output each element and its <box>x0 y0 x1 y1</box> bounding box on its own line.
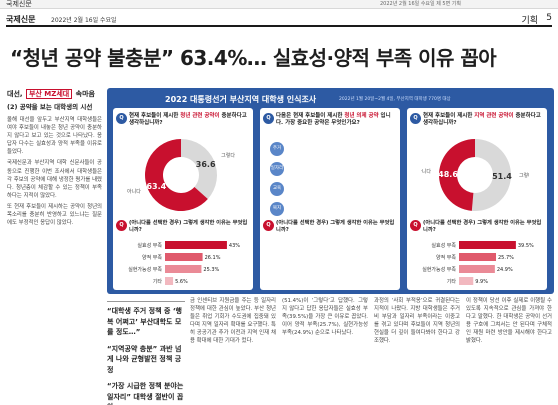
question-highlight: 청년 관련 공약이 <box>180 113 220 119</box>
donut-slice <box>145 139 208 211</box>
masthead: 국제신문 2022년 2월 16일 수요일 기획 5 <box>6 13 552 27</box>
donut-slice <box>181 139 217 199</box>
question2-text: (아니다를 선택한 경우) 그렇게 생각한 이유는 무엇입니까? <box>129 220 248 233</box>
masthead-logo: 국제신문 <box>6 15 36 24</box>
question2-text: (아니다를 선택한 경우) 그렇게 생각한 이유는 무엇입니까? <box>276 220 395 233</box>
panel-youth-agenda: Q 다음은 현재 후보들이 제시한 청년 의제 공약 입니다. 가장 중요한 공… <box>260 108 400 290</box>
bar-category-label: 양적 부족 <box>436 254 456 261</box>
donut-chart-youth: 36.6 그렇다 63.4 아니다 <box>127 139 235 211</box>
brand-label: 국제신문 <box>6 0 32 8</box>
headline: “청년 공약 불충분” 63.4%… 실효성·양적 부족 이유 꼽아 <box>10 46 497 70</box>
bar-value-label: 9.9% <box>475 279 488 285</box>
question-badge: Q <box>116 220 127 231</box>
question-post: 충분하다고 생각하십니까? <box>423 113 541 126</box>
question-highlight: 지역 관련 공약이 <box>474 113 514 119</box>
sub-tag: (2) 공약을 보는 대학생의 시선 <box>7 103 93 111</box>
donut-value-label: 48.6 <box>438 170 458 179</box>
question-highlight: 청년 의제 공약 <box>344 113 379 119</box>
question-badge: Q <box>410 220 421 231</box>
paragraph: 올해 대선을 앞두고 부산지역 대학생들은 여야 후보들이 내놓은 청년 공약이… <box>7 117 102 156</box>
donut-value-label: 36.6 <box>196 160 216 169</box>
question-badge: Q <box>410 113 421 124</box>
bar <box>459 277 474 285</box>
bar-value-label: 25.7% <box>498 255 514 261</box>
question-badge: Q <box>263 220 274 231</box>
question-text: 다음은 현재 후보들이 제시한 청년 의제 공약 입니다. 가장 중요한 공약은… <box>276 113 396 127</box>
donut-category-label: 그렇다 <box>519 172 529 179</box>
agenda-chip: 주거 <box>270 142 284 156</box>
bar-value-label: 39.5% <box>518 243 534 249</box>
bar-category-label: 실효성 부족 <box>137 242 162 249</box>
article-column: 이 정책이 당선 이후 실제로 이행될 수 있도록 지속적으로 관심을 가져야 … <box>466 298 552 345</box>
bar-value-label: 5.6% <box>175 279 188 285</box>
bar-category-label: 기타 <box>153 278 163 285</box>
bar-category-label: 실효성 부족 <box>431 242 456 249</box>
infographic-title: 2022 대통령선거 부산지역 대학생 인식조사 <box>165 95 317 104</box>
bar <box>459 253 497 261</box>
question-post: 입니다. 가장 중요한 공약은 무엇인가요? <box>276 113 391 126</box>
article-body: 올해 대선을 앞두고 부산지역 대학생들은 여야 후보들이 내놓은 청년 공약이… <box>7 116 102 227</box>
article-column: (51.4%)이 ‘그렇다’고 답했다. 그렇지 않다고 답한 응답자들은 실효… <box>282 298 368 337</box>
bar-chart-youth-reasons: 실효성 부족 43% 양적 부족 26.1% 실현가능성 부족 25.3% 기타 5.6% <box>128 241 240 285</box>
series-tag: 대선, 부산 MZ세대 속마음 <box>7 88 102 100</box>
bar-value-label: 43% <box>229 243 240 249</box>
series-suffix: 속마음 <box>75 90 95 98</box>
question2-text: (아니다를 선택한 경우) 그렇게 생각한 이유는 무엇입니까? <box>423 220 542 233</box>
masthead-section: 기획 <box>521 16 538 26</box>
article-column: 금 인센티브 지원금을 주는 등 일자리 정책에 대한 관심이 높았다. 부산 … <box>190 298 276 345</box>
series-highlight: 부산 MZ세대 <box>25 89 73 99</box>
question-pre: 다음은 현재 후보들이 제시한 <box>276 113 343 119</box>
paragraph: 또 현재 후보들이 제시하는 공약이 청년의 목소리를 충분히 반영하고 있느냐… <box>7 203 102 227</box>
agenda-chip: 교육 <box>270 182 284 196</box>
question-badge: Q <box>263 113 274 124</box>
pull-quote-line: “가장 시급한 정책 분야는 일자리” 대학생 절반이 꼽아 <box>107 382 184 405</box>
bar <box>459 265 495 273</box>
bar-category-label: 양적 부족 <box>142 254 162 261</box>
donut-slice <box>471 139 511 211</box>
paragraph: 국제신문과 부산지역 대학 신문사들이 공동으로 진행한 이번 조사에서 대학생… <box>7 160 102 199</box>
strip-meta: 2022년 2월 16일 수요일 제 5면 기획 <box>380 1 461 7</box>
bar-value-label: 25.3% <box>203 267 219 273</box>
bar <box>459 241 516 249</box>
agenda-chip: 일자리 <box>270 162 284 176</box>
donut-value-label: 51.4 <box>492 172 512 181</box>
donut-category-label: 그렇다 <box>221 152 235 159</box>
bar <box>165 241 227 249</box>
panel-youth-pledge: Q 현재 후보들이 제시한 청년 관련 공약이 충분하다고 생각하십니까? 36… <box>113 108 253 290</box>
bar-value-label: 24.9% <box>497 267 513 273</box>
bar <box>165 253 203 261</box>
donut-category-label: 아니다 <box>127 188 141 195</box>
masthead-date: 2022년 2월 16일 수요일 <box>51 17 117 24</box>
question-badge: Q <box>116 113 127 124</box>
donut-chart-regional: 51.4 그렇다 48.6 아니다 <box>421 139 529 211</box>
pull-quote-line: “대학생 주거 정책 중 ‘행복 어쩌고’ 부산대학도 모를 정도…” <box>107 307 182 336</box>
left-column: 대선, 부산 MZ세대 속마음 (2) 공약을 보는 대학생의 시선 올해 대선… <box>7 88 102 400</box>
question-pre: 현재 후보들이 제시한 <box>423 113 473 119</box>
bar-category-label: 실현가능성 부족 <box>128 266 162 273</box>
donut-category-label: 아니다 <box>421 168 431 175</box>
article-column: 과정의 ‘사회 부적응’으로 귀결된다는 지적이 나왔다. 지방 대학생들은 주… <box>374 298 460 345</box>
page-number: 5 <box>546 13 552 23</box>
survey-infographic: 2022 대통령선거 부산지역 대학생 인식조사 2022년 1월 20일~2월… <box>107 88 554 294</box>
bar-value-label: 26.1% <box>205 255 221 261</box>
agenda-chip: 복지 <box>270 202 284 216</box>
donut-slice <box>439 139 475 211</box>
pull-quote-line: “지역공약 충분” 과반 넘게 나와 균형발전 정책 긍정 <box>107 344 182 374</box>
bar-category-label: 실현가능성 부족 <box>422 266 456 273</box>
question-pre: 현재 후보들이 제시한 <box>129 113 179 119</box>
panel-regional-pledge: Q 현재 후보들이 제시한 지역 관련 공약이 충분하다고 생각하십니까? 51… <box>407 108 547 290</box>
question-text: 현재 후보들이 제시한 청년 관련 공약이 충분하다고 생각하십니까? <box>129 113 249 127</box>
series-prefix: 대선, <box>7 90 23 98</box>
top-strip: 국제신문 2022년 2월 16일 수요일 제 5면 기획 <box>0 0 558 9</box>
bar <box>165 277 174 285</box>
question-post: 충분하다고 생각하십니까? <box>129 113 247 126</box>
bar-chart-regional-reasons: 실효성 부족 39.5% 양적 부족 25.7% 실현가능성 부족 24.9% 기타 9.9% <box>422 241 534 285</box>
divider <box>107 301 185 302</box>
bar-category-label: 기타 <box>447 278 457 285</box>
donut-value-label: 63.4 <box>146 182 166 191</box>
bar <box>165 265 202 273</box>
pull-quote: “대학생 주거 정책 중 ‘행복 어쩌고’ 부산대학도 모를 정도…” “지역공… <box>107 297 185 405</box>
question-text: 현재 후보들이 제시한 지역 관련 공약이 충분하다고 생각하십니까? <box>423 113 543 127</box>
infographic-subtitle: 2022년 1월 20일~2월 4일, 부산지역 대학생 770명 대상 <box>339 97 451 102</box>
